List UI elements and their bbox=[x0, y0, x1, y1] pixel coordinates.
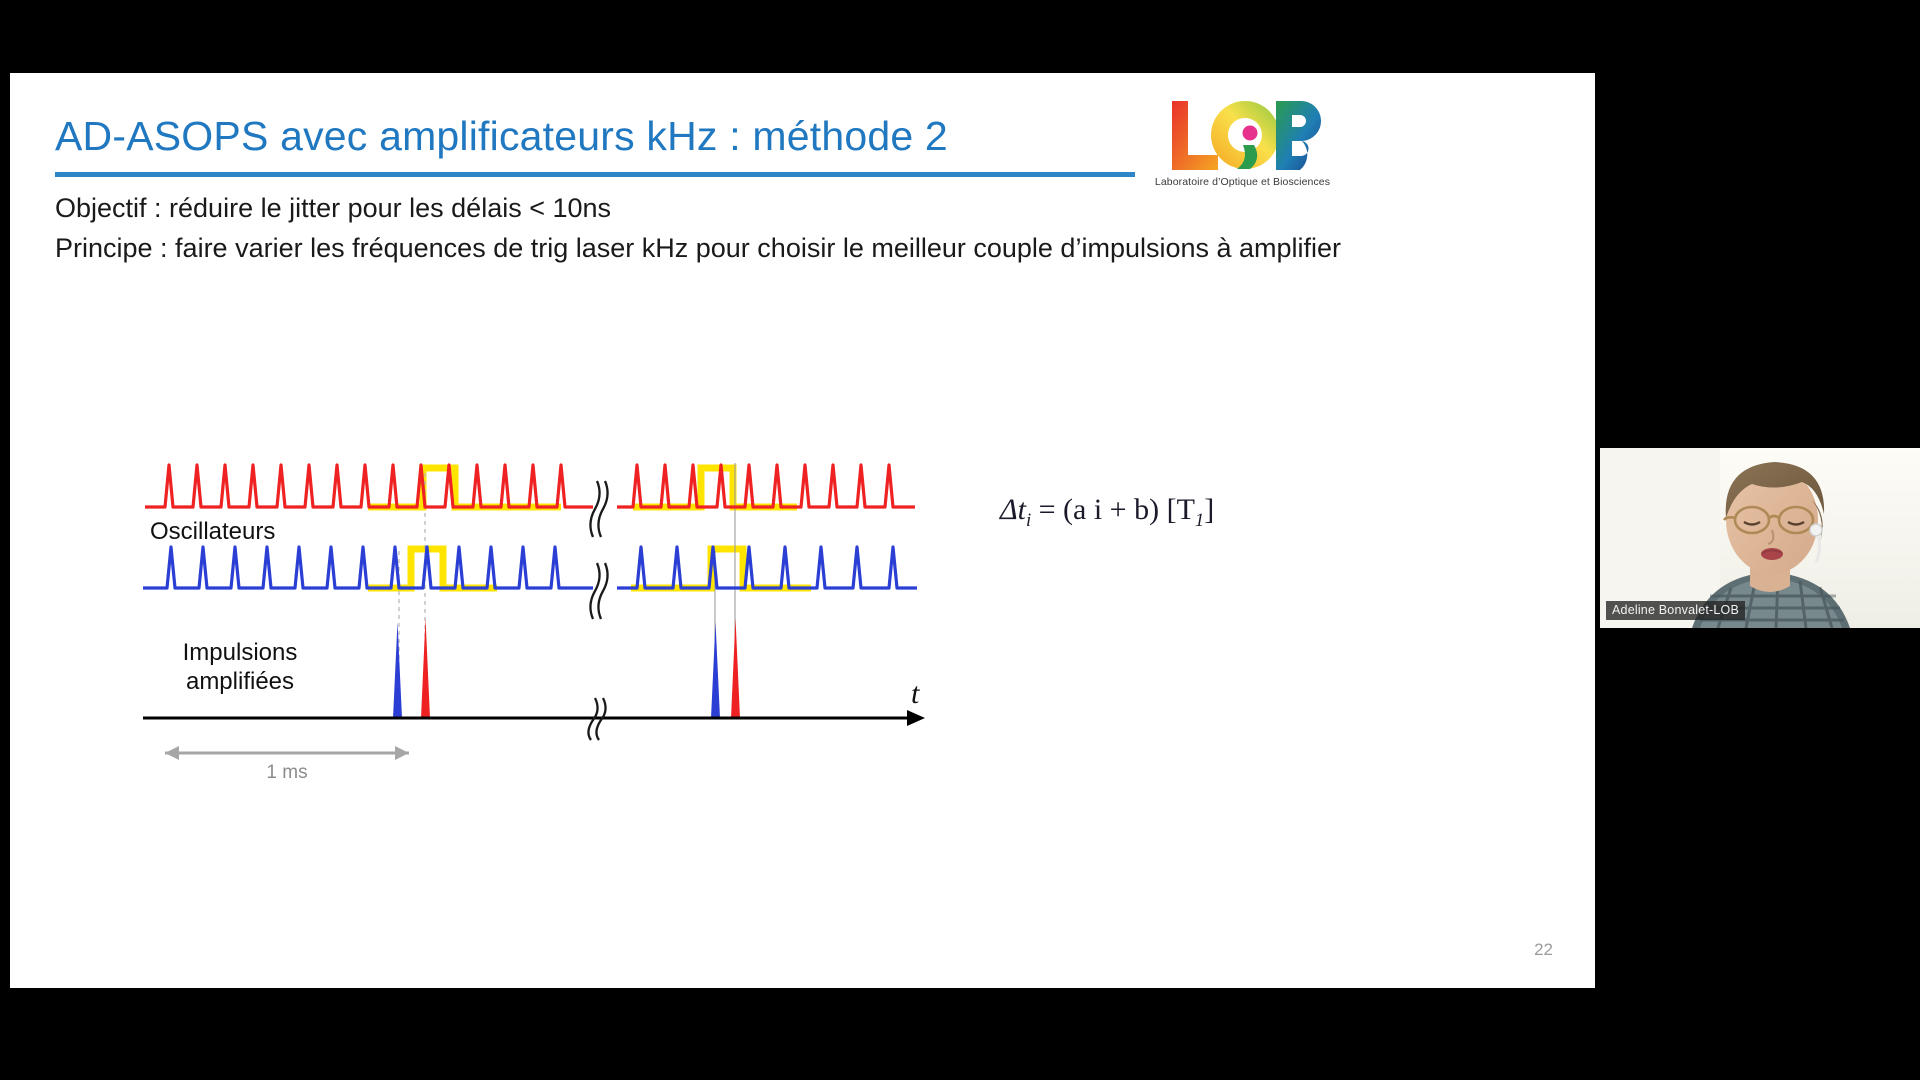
lob-logo-caption: Laboratoire d’Optique et Biosciences bbox=[1154, 176, 1331, 188]
webcam-tile[interactable]: Adeline Bonvalet-LOB bbox=[1600, 448, 1920, 628]
figure-svg: t 1 ms bbox=[143, 463, 925, 783]
equation-rhs: = (a i + b) [T bbox=[1038, 493, 1195, 526]
trace-amplified-pulses bbox=[393, 618, 740, 718]
trace-oscillator-blue bbox=[143, 545, 917, 590]
figure-label-impulsions-amplifiees: Impulsions amplifiées bbox=[160, 638, 320, 697]
webcam-video bbox=[1600, 448, 1920, 628]
principle-text: Principe : faire varier les fréquences d… bbox=[55, 233, 1342, 263]
equation-lhs: Δt bbox=[1000, 493, 1026, 526]
pulse-train-figure: Oscillateurs Impulsions amplifiées bbox=[125, 373, 945, 803]
participant-name-label: Adeline Bonvalet-LOB bbox=[1606, 601, 1745, 620]
equation-lhs-sub: i bbox=[1025, 510, 1032, 531]
page-title: AD-ASOPS avec amplificateurs kHz : métho… bbox=[55, 113, 948, 159]
impulsions-line1: Impulsions bbox=[182, 639, 298, 666]
axis-break-marks bbox=[589, 480, 609, 620]
lob-logo bbox=[1150, 93, 1335, 203]
time-axis-arrowhead bbox=[907, 710, 925, 726]
objective-text: Objectif : réduire le jitter pour les dé… bbox=[55, 193, 612, 223]
time-axis-label: t bbox=[911, 677, 920, 710]
scale-bar-label: 1 ms bbox=[266, 762, 307, 783]
title-underline-rule bbox=[55, 172, 1135, 177]
equation-rhs-sub: 1 bbox=[1194, 510, 1205, 531]
presentation-slide: AD-ASOPS avec amplificateurs kHz : métho… bbox=[10, 73, 1595, 988]
equation-rhs-tail: ] bbox=[1204, 493, 1215, 526]
time-axis-break-mark bbox=[587, 697, 607, 741]
impulsions-line2: amplifiées bbox=[185, 668, 295, 696]
slide-page-number: 22 bbox=[1534, 940, 1553, 959]
delay-equation: Δti = (a i + b) [T1] bbox=[1000, 493, 1214, 532]
scale-bar-arrow-right bbox=[395, 746, 409, 760]
figure-label-oscillateurs: Oscillateurs bbox=[150, 518, 276, 545]
scale-bar-arrow-left bbox=[165, 746, 179, 760]
trace-oscillator-red bbox=[145, 463, 915, 509]
